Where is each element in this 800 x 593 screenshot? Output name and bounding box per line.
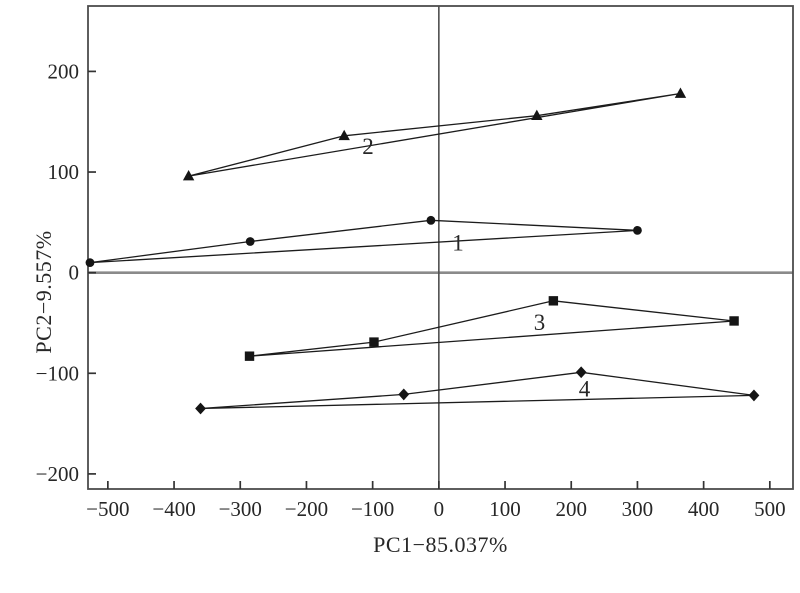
hull-group-2 bbox=[187, 92, 682, 177]
marker-circle bbox=[426, 215, 436, 225]
y-tick-label: 200 bbox=[48, 59, 80, 83]
plot-frame bbox=[87, 5, 794, 490]
y-tick-label: −200 bbox=[36, 462, 79, 486]
marker-square bbox=[369, 337, 379, 347]
marker-circle bbox=[85, 258, 95, 267]
hull-group-4 bbox=[199, 371, 755, 410]
x-tick-label: 400 bbox=[688, 497, 720, 521]
y-tick-label: 0 bbox=[69, 261, 80, 285]
group-label-2: 2 bbox=[362, 134, 374, 159]
marker-diamond bbox=[748, 389, 760, 402]
marker-circle bbox=[245, 237, 255, 246]
marker-triangle bbox=[182, 170, 195, 181]
marker-diamond bbox=[398, 388, 410, 401]
y-tick-label: −100 bbox=[36, 361, 79, 385]
marker-circle bbox=[633, 225, 642, 235]
marker-triangle bbox=[674, 87, 687, 98]
marker-triangle bbox=[531, 109, 543, 120]
marker-square bbox=[548, 296, 559, 306]
x-tick-label: −300 bbox=[219, 497, 262, 521]
x-tick-label: 0 bbox=[434, 497, 445, 521]
y-axis-title: PC2−9.557% bbox=[31, 230, 56, 354]
marker-square bbox=[729, 316, 739, 326]
x-tick-label: 500 bbox=[754, 497, 786, 521]
group-label-3: 3 bbox=[534, 310, 546, 335]
marker-triangle bbox=[338, 129, 350, 141]
hull-group-3 bbox=[248, 300, 735, 357]
y-tick-label: 100 bbox=[48, 160, 80, 184]
x-tick-label: −500 bbox=[86, 497, 129, 521]
x-tick-label: −100 bbox=[351, 497, 394, 521]
marker-square bbox=[244, 351, 255, 361]
hull-group-1 bbox=[89, 219, 639, 264]
x-tick-label: 300 bbox=[622, 497, 654, 521]
marker-diamond bbox=[575, 366, 587, 379]
group-label-4: 4 bbox=[579, 376, 591, 401]
x-tick-label: 200 bbox=[555, 497, 587, 521]
x-tick-label: −400 bbox=[152, 497, 195, 521]
x-tick-label: −200 bbox=[285, 497, 328, 521]
x-tick-label: 100 bbox=[489, 497, 521, 521]
x-axis-title: PC1−85.037% bbox=[373, 532, 508, 557]
group-label-1: 1 bbox=[452, 230, 464, 255]
marker-diamond bbox=[195, 402, 206, 415]
